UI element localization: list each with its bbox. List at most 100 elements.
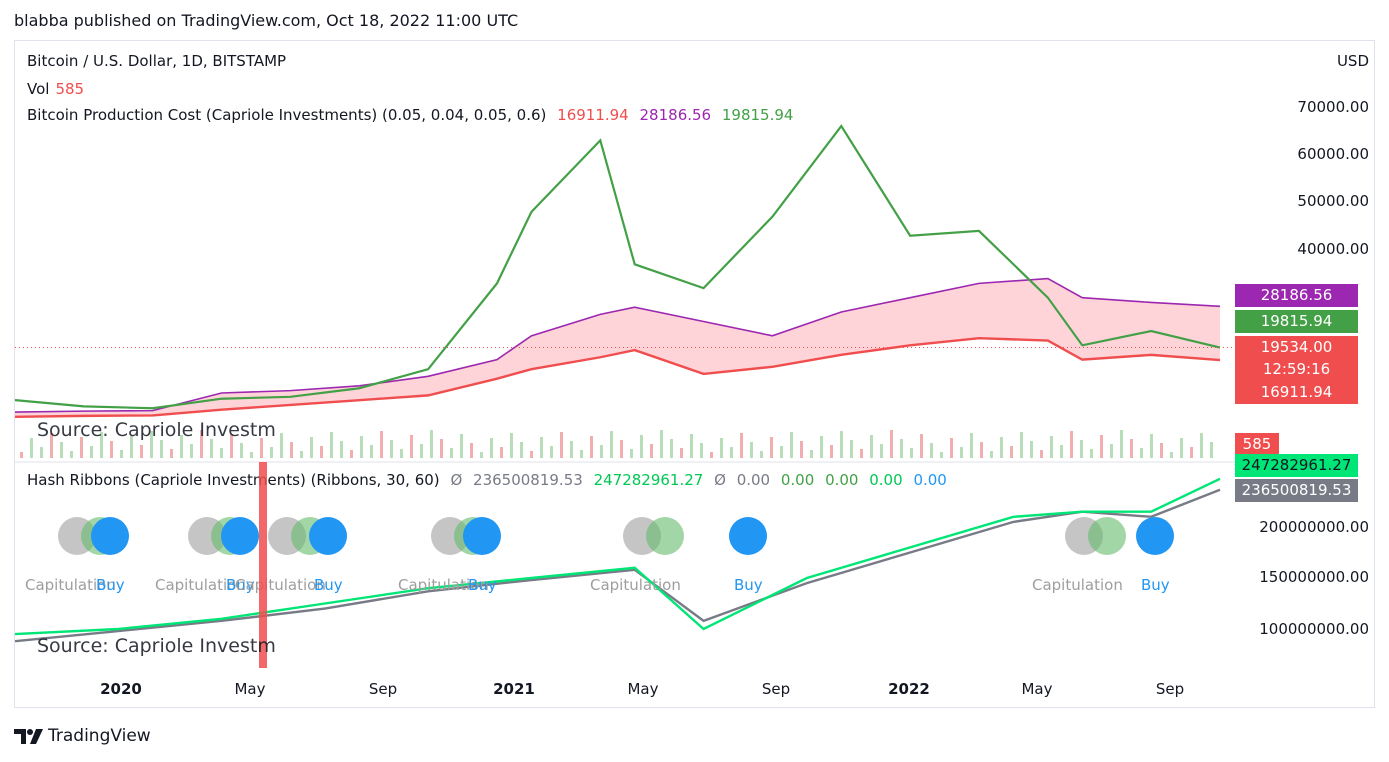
volume-bar [530,451,533,458]
buy-marker [729,517,767,555]
volume-bar [320,446,323,458]
tradingview-logo[interactable]: TradingView [14,726,151,746]
volume-bar [210,439,213,458]
capitulation-label: Capitulation [1032,576,1123,594]
tag-upper: 28186.56 [1235,284,1358,307]
volume-bar [250,452,253,458]
volume-bar [200,430,203,458]
volume-bar [130,436,133,458]
production-cost-upper-line [14,277,1221,413]
volume-bar [90,446,93,458]
buy-marker [221,517,259,555]
time-tick-may-2021: May [627,680,659,698]
volume-bar [50,433,53,458]
buy-marker [309,517,347,555]
volume-bar [930,443,933,458]
pc-lower-value: 16911.94 [557,106,629,124]
tag-mid: 19815.94 [1235,310,1358,333]
volume-bar [370,445,373,458]
volume-bar [160,440,163,458]
time-tick-2021: 2021 [493,680,535,698]
hash-slow-line [14,488,1221,643]
volume-bar [1070,431,1073,458]
volume-bar [1120,430,1123,458]
volume-bar [1100,435,1103,458]
volume-bar [740,433,743,458]
volume-bar [400,449,403,458]
volume-bar [430,430,433,458]
volume-bar [350,450,353,458]
time-tick-sep-2022: Sep [1155,680,1185,698]
volume-bar [790,432,793,458]
pc-mid-value: 19815.94 [721,106,794,124]
capitulation-label: Capitulation [155,576,246,594]
hr-value-6: 0.00 [869,471,903,489]
volume-bar [1000,437,1003,458]
volume-bar [170,449,173,458]
tag-hash-slow: 236500819.53 [1235,479,1358,502]
volume-bar [590,436,593,458]
hash-ribbons-legend[interactable]: Hash Ribbons (Capriole Investments) (Rib… [27,471,953,489]
volume-bar [1180,438,1183,458]
symbol-title: Bitcoin / U.S. Dollar, 1D, BITSTAMP [27,52,287,70]
volume-bar [240,443,243,458]
volume-bar [1160,443,1163,458]
hash-ribbons-name: Hash Ribbons (Capriole Investments) (Rib… [27,471,440,489]
volume-bar [870,435,873,458]
volume-bar [690,434,693,458]
time-tick-2022: 2022 [888,680,930,698]
volume-bar [1200,433,1203,458]
volume-bar [980,442,983,458]
volume-bar [1110,444,1113,458]
price-tick-60000: 60000.00 [1297,145,1369,163]
hr-value-3: 0.00 [736,471,771,489]
volume-bar [230,434,233,458]
volume-bar [1090,449,1093,458]
volume-bar [640,435,643,458]
vol-label: Vol [27,80,50,98]
volume-bar [770,437,773,458]
hash-tick-150m: 150000000.00 [1259,568,1369,586]
volume-bar [380,431,383,458]
volume-bar [1140,448,1143,458]
tag-lower: 16911.94 [1235,381,1358,404]
volume-bar [620,440,623,458]
volume-bar [710,452,713,458]
tag-last: 19534.00 [1235,336,1358,359]
capitulation-label: Capitulation [590,576,681,594]
volume-bar [600,445,603,458]
production-cost-legend[interactable]: Bitcoin Production Cost (Capriole Invest… [27,106,799,124]
volume-bar [680,448,683,458]
capitulation-label: Capitulation [235,576,326,594]
volume-bar [260,438,263,458]
volume-bar [500,447,503,458]
volume-bar [940,452,943,458]
symbol-legend[interactable]: Bitcoin / U.S. Dollar, 1D, BITSTAMP [27,52,292,70]
volume-bar [670,439,673,458]
volume-bar [890,430,893,458]
volume-bar [990,451,993,458]
time-tick-2020: 2020 [100,680,142,698]
volume-bar [1210,442,1213,458]
volume-bar [410,435,413,458]
hr-sym2: Ø [714,471,726,489]
buy-label: Buy [314,576,343,594]
volume-bar [630,449,633,458]
tradingview-logo-icon [14,729,43,744]
volume-bar [100,432,103,458]
price-line [14,124,1221,410]
buy-label: Buy [96,576,125,594]
volume-bar [290,442,293,458]
volume-bar [880,444,883,458]
volume-bar [860,449,863,458]
volume-bar [1150,434,1153,458]
volume-bar [1170,452,1173,458]
volume-legend[interactable]: Vol 585 [27,80,90,98]
volume-bar [190,444,193,458]
volume-bar [700,443,703,458]
volume-bar [800,441,803,458]
production-cost-band [15,278,1220,417]
volume-bar [220,448,223,458]
volume-bar [660,430,663,458]
